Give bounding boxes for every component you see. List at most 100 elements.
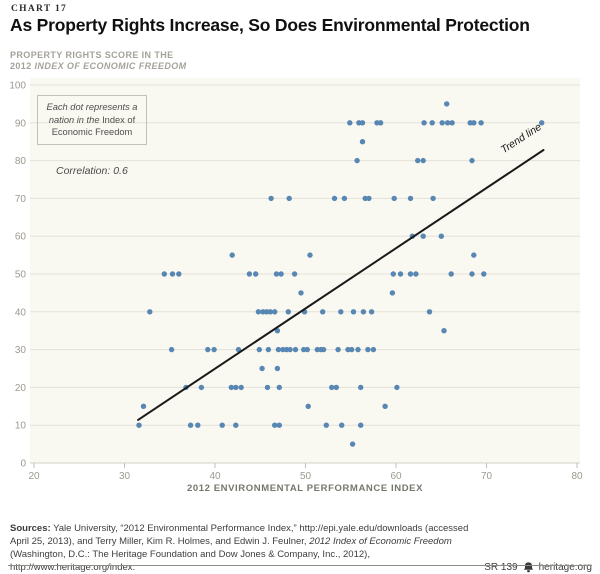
bottom-divider [8,565,592,566]
data-point [382,403,388,409]
data-point [355,346,361,353]
data-point [140,403,147,409]
data-point [441,328,447,334]
data-point [291,271,298,277]
data-point [320,346,327,353]
x-tick-label: 60 [390,471,402,482]
data-point [413,271,419,277]
data-point [370,346,377,353]
x-tick-label: 40 [209,471,221,482]
data-point [333,384,339,391]
y-tick-label: 30 [15,345,27,356]
data-point [265,346,272,353]
data-point [420,233,426,239]
data-point [292,346,299,353]
data-point [438,233,444,239]
data-point [444,120,451,126]
data-point [368,309,375,315]
footer: Sources: Yale University, “2012 Environm… [10,522,592,574]
y-tick-label: 0 [20,459,26,470]
data-point [169,271,176,277]
data-point [359,120,366,126]
data-point [136,422,142,428]
data-point [449,120,455,126]
y-tick-label: 40 [15,307,27,318]
data-point [421,120,427,126]
data-point [358,384,364,391]
data-point [390,271,396,277]
data-point [349,441,356,447]
annotation-italic-text: Each dot represents a nation in the [46,102,138,125]
annotation-box: Each dot represents a nation in the Inde… [37,95,147,145]
data-point [235,346,242,353]
data-point [338,309,344,315]
sources-note: Sources: Yale University, “2012 Environm… [10,523,469,573]
data-point [305,403,311,409]
data-point [354,157,360,164]
data-point [350,309,357,315]
data-point [420,157,426,164]
data-point [481,271,487,277]
data-point [469,271,475,277]
data-point [329,384,335,391]
data-point [366,195,372,202]
data-point [246,271,253,277]
data-point [273,271,280,277]
data-point [233,422,239,428]
data-point [539,120,545,126]
data-point [345,346,351,353]
data-point [168,346,175,353]
y-axis-title-line1: PROPERTY RIGHTS SCORE IN THE [10,50,174,60]
data-point [394,384,400,391]
data-point [349,346,355,353]
gridlines [30,84,580,464]
data-point [358,422,364,428]
data-point [238,384,244,391]
data-point [278,271,284,277]
data-point [298,290,304,296]
y-tick-label: 50 [15,270,27,281]
sources-label: Sources: [10,523,51,534]
data-point [198,384,205,391]
data-point [359,139,366,145]
x-axis-title: 2012 ENVIRONMENTAL PERFORMANCE INDEX [187,483,423,494]
data-point [469,157,475,164]
y-axis-title-line2: 2012 INDEX OF ECONOMIC FREEDOM [10,61,187,71]
data-point [276,422,282,428]
scatter-plot: 0 10 20 30 40 50 60 70 80 90 100 20 30 40 50 60 70 80 20… [9,78,583,494]
data-point [444,101,450,107]
data-point [304,346,310,353]
data-point [176,271,182,277]
data-point [471,252,477,258]
data-point [233,384,239,391]
y-axis-title: PROPERTY RIGHTS SCORE IN THE 2012 INDEX … [10,50,187,72]
y-tick-label: 10 [15,421,27,432]
data-point [430,195,436,202]
data-point [211,346,217,353]
report-id: SR 139 [484,562,518,573]
data-point [426,309,433,315]
data-point [195,422,201,428]
data-point [362,195,368,202]
y-tick-label: 70 [15,194,27,205]
correlation-label: Correlation: 0.6 [56,165,128,177]
y-tick-label: 100 [9,81,26,92]
scatter-chart-area: 0 10 20 30 40 50 60 70 80 90 100 20 30 40 50 60 70 80 20… [0,78,600,508]
x-tick-label: 80 [571,471,583,482]
trend-line [137,149,545,421]
data-point [268,195,274,202]
data-point [429,120,435,126]
data-point [360,309,367,315]
data-point [377,120,384,126]
data-point [229,252,235,258]
data-point [267,309,273,315]
data-point [415,157,421,164]
data-point [272,309,278,315]
data-point [275,346,282,353]
data-point [272,422,278,428]
data-point [448,271,454,277]
data-point [397,271,404,277]
x-tick-label: 20 [28,471,40,482]
data-point [391,195,397,202]
y-tick-label: 60 [15,232,27,243]
